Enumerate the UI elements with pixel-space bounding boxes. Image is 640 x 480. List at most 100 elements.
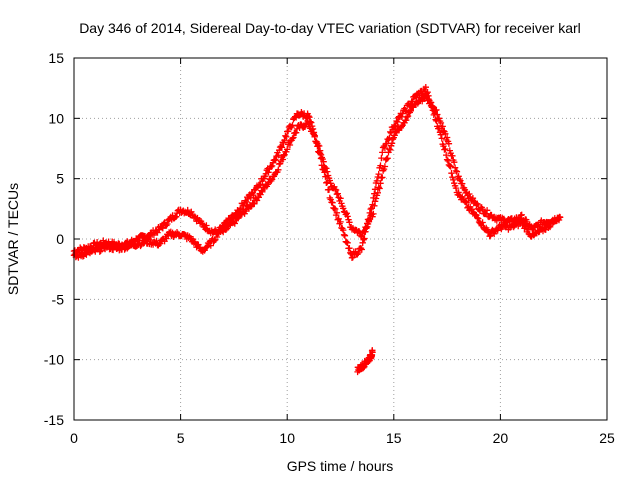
data-point-marker xyxy=(203,222,210,229)
data-point-marker xyxy=(523,218,531,226)
data-point-marker xyxy=(286,141,294,149)
data-point-marker xyxy=(310,129,318,136)
data-point-marker xyxy=(324,179,331,186)
data-point-marker xyxy=(459,180,466,187)
data-point-marker xyxy=(524,226,532,233)
data-point-marker xyxy=(224,219,231,227)
data-point-marker xyxy=(157,240,164,247)
data-point-marker xyxy=(373,177,381,185)
data-point-marker xyxy=(284,128,292,135)
data-point-marker xyxy=(346,219,353,226)
data-point-marker xyxy=(389,126,397,133)
chart-title: Day 346 of 2014, Sidereal Day-to-day VTE… xyxy=(79,20,581,36)
data-point-marker xyxy=(366,209,373,217)
data-point-marker xyxy=(453,168,461,175)
y-tick-label: 15 xyxy=(48,50,64,66)
data-point-marker xyxy=(451,159,458,166)
data-point-marker xyxy=(437,119,445,127)
data-point-marker xyxy=(443,156,451,163)
data-point-marker xyxy=(443,151,450,159)
data-point-marker xyxy=(392,122,399,129)
y-tick-label: 0 xyxy=(56,231,64,247)
data-point-marker xyxy=(479,206,486,213)
data-point-marker xyxy=(473,202,480,209)
data-point-marker xyxy=(437,131,445,138)
data-point-marker xyxy=(322,173,329,180)
data-point-marker xyxy=(435,124,443,132)
data-point-marker xyxy=(316,150,324,157)
data-point-marker xyxy=(256,182,263,189)
data-point-marker xyxy=(346,245,353,252)
data-point-marker xyxy=(250,200,257,207)
data-point-marker xyxy=(334,190,341,197)
data-point-marker xyxy=(316,149,323,156)
data-point-marker xyxy=(425,92,432,99)
data-point-marker xyxy=(399,110,406,117)
data-point-marker xyxy=(272,156,279,164)
x-tick-label: 10 xyxy=(279,430,295,446)
data-point-marker xyxy=(277,143,285,150)
data-point-marker xyxy=(384,155,391,162)
data-point-marker xyxy=(443,134,451,141)
data-point-marker xyxy=(279,156,286,163)
data-point-marker xyxy=(250,191,257,199)
data-point-marker xyxy=(371,198,379,205)
data-point-marker xyxy=(290,134,297,141)
data-point-marker xyxy=(337,218,344,226)
data-point-marker xyxy=(431,110,438,117)
data-point-marker xyxy=(398,113,405,121)
data-point-marker xyxy=(97,247,104,254)
data-point-marker xyxy=(198,220,206,227)
data-point-marker xyxy=(370,194,377,202)
data-point-marker xyxy=(433,117,440,124)
x-tick-label: 5 xyxy=(177,430,185,446)
data-point-marker xyxy=(305,112,312,120)
data-point-marker xyxy=(369,349,376,356)
data-point-marker xyxy=(486,233,493,240)
data-point-marker xyxy=(347,249,354,256)
data-point-marker xyxy=(301,123,309,130)
data-point-marker xyxy=(344,239,351,246)
data-point-marker xyxy=(184,206,191,214)
data-point-marker xyxy=(341,232,349,239)
y-tick-label: 5 xyxy=(56,171,64,187)
data-point-marker xyxy=(387,146,394,154)
data-point-marker xyxy=(311,132,318,139)
data-point-marker xyxy=(268,163,275,170)
data-point-marker xyxy=(340,231,348,238)
data-point-marker xyxy=(289,135,296,142)
data-point-marker xyxy=(329,199,336,206)
data-point-marker xyxy=(343,210,350,217)
data-point-marker xyxy=(163,235,170,242)
data-point-marker xyxy=(354,251,361,258)
data-point-marker xyxy=(474,214,481,221)
y-tick-label: 10 xyxy=(48,110,64,126)
data-point-marker xyxy=(403,116,410,124)
data-point-marker xyxy=(257,181,264,188)
data-point-marker xyxy=(259,188,266,195)
data-point-marker xyxy=(402,106,409,114)
data-point-marker xyxy=(549,219,556,227)
data-point-marker xyxy=(265,169,272,176)
data-point-marker xyxy=(403,108,410,115)
data-point-marker xyxy=(371,186,379,193)
data-point-marker xyxy=(550,218,557,226)
data-point-marker xyxy=(375,170,382,178)
data-point-marker xyxy=(283,133,290,141)
data-points xyxy=(70,84,564,376)
data-point-marker xyxy=(367,205,374,213)
x-tick-label: 0 xyxy=(70,430,78,446)
data-point-marker xyxy=(442,130,449,137)
x-axis-label: GPS time / hours xyxy=(287,458,394,474)
data-point-marker xyxy=(278,144,286,151)
data-point-marker xyxy=(230,219,238,226)
data-point-marker xyxy=(282,132,289,139)
data-point-marker xyxy=(363,225,370,232)
data-point-marker xyxy=(284,146,291,153)
data-point-marker xyxy=(207,242,214,249)
data-point-marker xyxy=(412,94,420,101)
data-point-marker xyxy=(361,235,368,242)
data-point-marker xyxy=(375,184,382,191)
data-point-marker xyxy=(173,213,180,220)
